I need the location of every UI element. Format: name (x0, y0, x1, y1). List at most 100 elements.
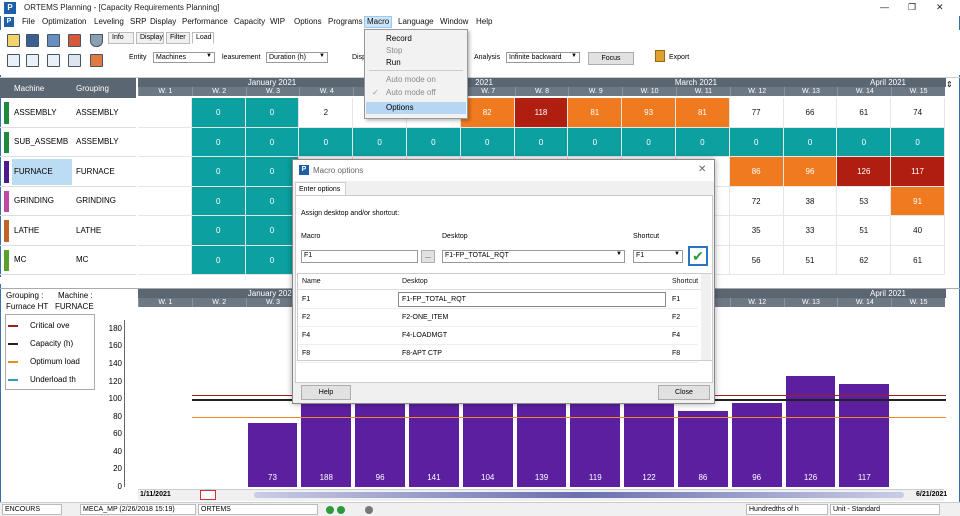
week-header[interactable]: W. 15 (891, 87, 945, 96)
network-icon[interactable] (26, 54, 39, 67)
tab-display[interactable]: Display (136, 32, 164, 44)
load-cell[interactable]: 126 (837, 157, 892, 187)
load-cell[interactable]: 0 (676, 127, 730, 157)
load-cell[interactable] (138, 157, 192, 187)
week-header[interactable]: W. 12 (729, 87, 784, 96)
open-folder-icon[interactable] (7, 34, 20, 47)
load-cell[interactable]: 0 (460, 127, 515, 157)
load-cell[interactable]: 0 (191, 98, 246, 128)
list-item[interactable]: F4 F4-LOADMGT F4 (298, 327, 698, 345)
load-cell[interactable]: 117 (891, 157, 945, 187)
week-header[interactable]: W. 11 (676, 87, 730, 96)
load-cell[interactable]: 2 (299, 98, 354, 128)
close-icon[interactable]: ✕ (936, 2, 944, 12)
load-cell[interactable]: 96 (783, 157, 838, 187)
desktop-select[interactable]: F1-FP_TOTAL_RQT ▼ (442, 250, 625, 263)
browse-button[interactable]: ... (421, 250, 435, 263)
macro-menu-record[interactable]: Record (366, 33, 466, 45)
entity-select[interactable]: Machines ▼ (153, 52, 215, 63)
tab-load[interactable]: Load (192, 32, 214, 44)
dialog-close-icon[interactable]: ✕ (698, 164, 707, 175)
report-icon[interactable] (47, 34, 60, 47)
list-column-shortcut[interactable]: Shortcut (672, 278, 699, 285)
list-item[interactable]: F2 F2-ONE_ITEM F2 (298, 309, 698, 327)
week-header[interactable]: W. 1 (138, 87, 192, 96)
load-cell[interactable]: 61 (837, 98, 892, 128)
timeline-scroll-thumb[interactable] (254, 492, 904, 498)
macro-input[interactable]: F1 (301, 250, 418, 263)
macro-menu-options[interactable]: Options (366, 102, 466, 114)
load-cell[interactable]: 62 (837, 245, 892, 275)
measurement-select[interactable]: Duration (h) ▼ (266, 52, 328, 63)
load-cell[interactable]: 0 (299, 127, 354, 157)
menu-options[interactable]: Options (294, 17, 322, 26)
chart-tool-icon[interactable] (68, 34, 81, 47)
list-column-desktop[interactable]: Desktop (402, 278, 428, 285)
week-header[interactable]: W. 7 (460, 87, 515, 96)
macro-menu-stop[interactable]: Stop (366, 45, 466, 57)
menu-help[interactable]: Help (476, 17, 493, 26)
menu-capacity[interactable]: Capacity (234, 17, 266, 26)
tab-enter-options[interactable]: Enter options (295, 182, 346, 196)
load-cell[interactable]: 0 (568, 127, 623, 157)
load-cell[interactable]: 0 (514, 127, 569, 157)
load-cell[interactable]: 72 (729, 186, 784, 216)
menu-macro[interactable]: Macro (364, 16, 393, 28)
machine-row[interactable]: GRINDING GRINDING (0, 187, 136, 216)
menu-optimization[interactable]: Optimization (42, 17, 87, 26)
load-cell[interactable]: 0 (245, 98, 300, 128)
load-cell[interactable]: 33 (783, 216, 838, 246)
load-bar[interactable] (247, 422, 298, 487)
menu-wip[interactable]: WIP (270, 17, 286, 26)
load-cell[interactable] (138, 186, 192, 216)
list-item[interactable]: F8 F8-APT CTP F8 (298, 345, 698, 363)
load-bar[interactable] (785, 376, 836, 487)
minimize-icon[interactable]: — (880, 2, 889, 12)
table-icon[interactable] (68, 54, 81, 67)
load-cell[interactable] (138, 245, 192, 275)
load-cell[interactable]: 77 (729, 98, 784, 128)
machine-row[interactable]: FURNACE FURNACE (0, 157, 136, 187)
week-header[interactable]: W. 4 (299, 87, 354, 96)
load-cell[interactable]: 0 (191, 245, 246, 275)
load-cell[interactable]: 0 (353, 127, 407, 157)
load-bar[interactable] (678, 411, 728, 487)
load-cell[interactable] (138, 127, 192, 157)
list-column-name[interactable]: Name (302, 278, 321, 285)
tab-filter[interactable]: Filter (166, 32, 190, 44)
load-cell[interactable]: 93 (622, 98, 676, 128)
menu-display[interactable]: Display (150, 17, 177, 26)
load-cell[interactable]: 56 (729, 245, 784, 275)
load-cell[interactable]: 0 (245, 127, 300, 157)
filter-icon[interactable] (90, 34, 103, 47)
load-bar[interactable] (462, 395, 513, 487)
menu-window[interactable]: Window (440, 17, 469, 26)
load-cell[interactable]: 51 (837, 216, 892, 246)
load-cell[interactable]: 0 (245, 157, 300, 187)
machine-row[interactable]: ASSEMBLY ASSEMBLY (0, 98, 136, 128)
apply-check-button[interactable]: ✔ (688, 246, 708, 266)
load-cell[interactable]: 0 (837, 127, 892, 157)
macro-menu-auto-mode-on[interactable]: Auto mode on (366, 74, 466, 86)
load-cell[interactable]: 0 (191, 186, 246, 216)
menu-language[interactable]: Language (398, 17, 434, 26)
load-cell[interactable]: 61 (891, 245, 945, 275)
load-cell[interactable]: 86 (729, 157, 784, 187)
menu-file[interactable]: File (22, 17, 35, 26)
shortcut-select[interactable]: F1 ▼ (633, 250, 683, 263)
scroll-up-down-icon[interactable]: ⇕ (946, 80, 953, 89)
week-header[interactable]: W. 8 (514, 87, 569, 96)
load-bar[interactable] (839, 384, 890, 487)
macro-menu-run[interactable]: Run (366, 57, 466, 69)
close-button[interactable]: Close (658, 385, 710, 400)
load-cell[interactable]: 0 (245, 216, 300, 246)
export-icon[interactable] (655, 50, 665, 62)
load-cell[interactable]: 82 (460, 98, 515, 128)
week-header[interactable]: W. 14 (837, 87, 892, 96)
load-cell[interactable]: 53 (837, 186, 892, 216)
machine-row[interactable]: LATHE LATHE (0, 216, 136, 246)
load-cell[interactable]: 51 (783, 245, 838, 275)
load-cell[interactable]: 0 (783, 127, 838, 157)
load-cell[interactable]: 0 (191, 216, 246, 246)
load-cell[interactable]: 0 (191, 127, 246, 157)
